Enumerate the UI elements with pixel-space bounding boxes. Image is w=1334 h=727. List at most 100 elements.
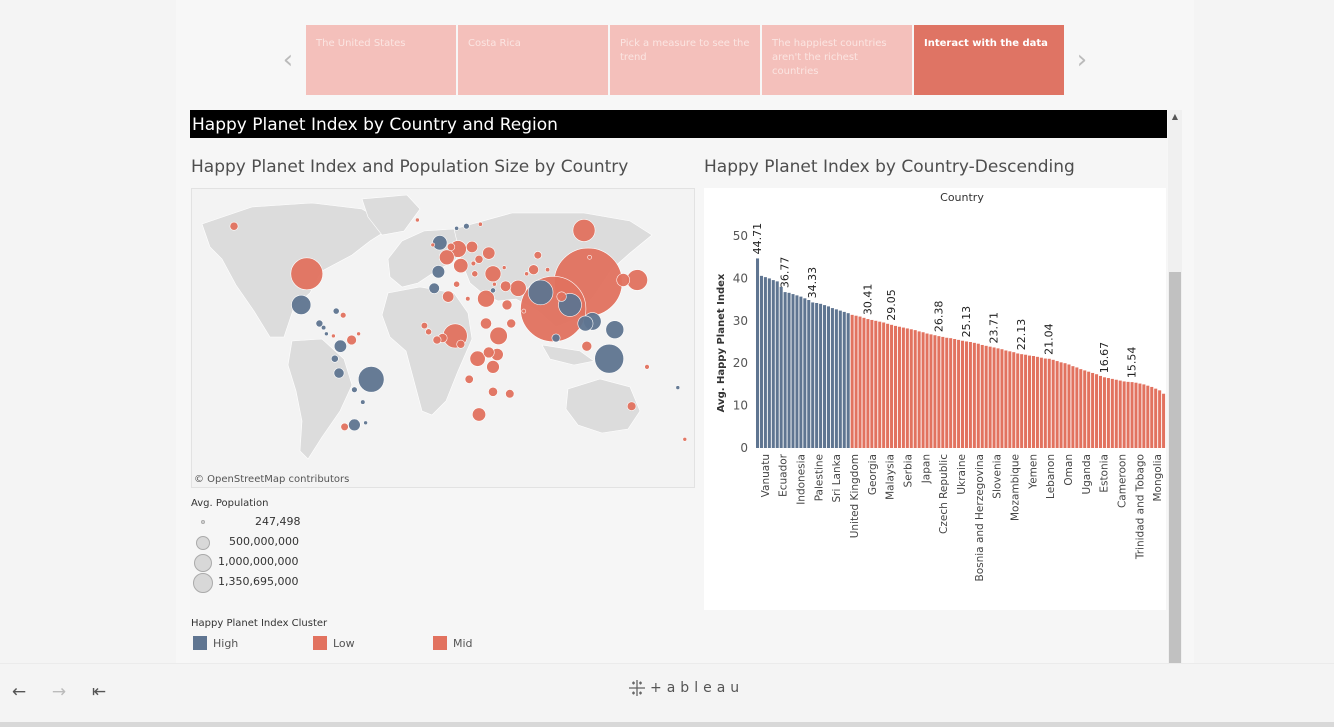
country-bubble[interactable] [556,291,567,302]
country-bubble[interactable] [551,333,561,343]
bar[interactable] [1012,352,1016,448]
country-bubble[interactable] [465,296,471,302]
bar[interactable] [763,277,767,448]
bar[interactable] [1035,356,1039,448]
bar[interactable] [1083,370,1087,448]
country-bubble[interactable] [488,386,498,397]
country-bubble[interactable] [351,386,358,393]
bar[interactable] [1063,363,1067,448]
bar[interactable] [878,321,882,448]
bar[interactable] [1134,382,1138,448]
bar[interactable] [1114,379,1118,448]
bar[interactable] [897,326,901,448]
bar[interactable] [1067,364,1071,448]
country-bubble[interactable] [469,350,486,367]
country-bubble[interactable] [505,389,515,399]
bar[interactable] [862,317,866,448]
bar[interactable] [1087,371,1091,448]
bar[interactable] [901,327,905,448]
country-bubble[interactable] [330,354,339,363]
country-bubble[interactable] [482,346,495,359]
country-bubble[interactable] [291,294,312,315]
country-bubble[interactable] [229,221,239,231]
bar[interactable] [795,295,799,448]
bar[interactable] [854,315,858,448]
bar[interactable] [929,334,933,448]
size-legend-row[interactable]: 1,350,695,000 [191,573,331,594]
country-bubble[interactable] [477,289,495,308]
bar[interactable] [1008,351,1012,448]
country-bubble[interactable] [348,418,361,432]
country-bubble[interactable] [528,264,539,275]
bar[interactable] [1043,358,1047,448]
country-bubble[interactable] [509,279,527,297]
country-bubble[interactable] [501,299,513,311]
country-bubble[interactable] [501,265,507,270]
size-legend-row[interactable]: 1,000,000,000 [191,554,331,574]
country-bubble[interactable] [577,315,594,332]
bar[interactable] [1039,357,1043,448]
country-bubble[interactable] [456,339,466,349]
bar[interactable] [779,286,783,448]
country-bubble[interactable] [594,343,625,374]
country-bubble[interactable] [474,254,484,264]
country-bubble[interactable] [346,334,357,346]
bar[interactable] [1102,377,1106,448]
bar[interactable] [823,305,827,448]
country-bubble[interactable] [465,240,478,253]
country-bubble[interactable] [490,287,496,294]
country-bubble[interactable] [453,258,469,274]
country-bubble[interactable] [489,326,508,345]
size-legend-row[interactable]: 500,000,000 [191,534,331,554]
redo-arrow-icon[interactable]: → [51,682,67,702]
map-attribution[interactable]: © OpenStreetMap contributors [194,474,350,485]
bar[interactable] [1047,358,1051,448]
country-bubble[interactable] [521,308,527,314]
bar[interactable] [917,331,921,448]
bar[interactable] [953,339,957,448]
country-bubble[interactable] [356,331,361,337]
bar[interactable] [756,258,760,448]
country-bubble[interactable] [470,260,477,267]
bar[interactable] [767,278,771,448]
bar[interactable] [1122,381,1126,448]
bar[interactable] [972,342,976,448]
chevron-left-icon[interactable]: ‹ [282,45,294,75]
country-bubble[interactable] [363,420,368,426]
bar[interactable] [1126,381,1130,448]
bar[interactable] [775,281,779,448]
tableau-logo[interactable]: +ableau [628,676,748,700]
bar[interactable] [1146,385,1150,448]
country-bubble[interactable] [432,235,448,251]
bar[interactable] [913,330,917,448]
size-legend-row[interactable]: 247,498 [191,514,331,534]
country-bubble[interactable] [675,385,681,390]
bar[interactable] [1098,375,1103,448]
country-bubble[interactable] [484,265,502,283]
bar[interactable] [1075,367,1079,448]
country-bubble[interactable] [430,242,436,248]
bar[interactable] [1142,384,1146,448]
country-bubble[interactable] [360,399,366,405]
bar[interactable] [803,298,807,448]
bar[interactable] [1020,354,1024,448]
bar[interactable] [1028,355,1032,448]
bar[interactable] [1091,372,1095,448]
story-point-happiest-countries[interactable]: The happiest countries aren't the riches… [762,25,912,95]
bar[interactable] [933,335,937,448]
country-bubble[interactable] [572,219,596,242]
undo-arrow-icon[interactable]: ← [11,682,27,702]
country-bubble[interactable] [420,322,428,330]
country-bubble[interactable] [439,249,455,266]
country-bubble[interactable] [587,255,592,260]
bar[interactable] [838,310,842,448]
bar[interactable] [909,329,913,448]
country-bubble[interactable] [454,225,459,231]
country-bubble[interactable] [324,331,329,337]
country-bubble[interactable] [333,339,347,353]
bar[interactable] [957,339,961,448]
bar[interactable] [1162,393,1166,448]
country-bubble[interactable] [358,366,385,393]
bar[interactable] [1055,361,1059,448]
bar[interactable] [1000,349,1004,448]
